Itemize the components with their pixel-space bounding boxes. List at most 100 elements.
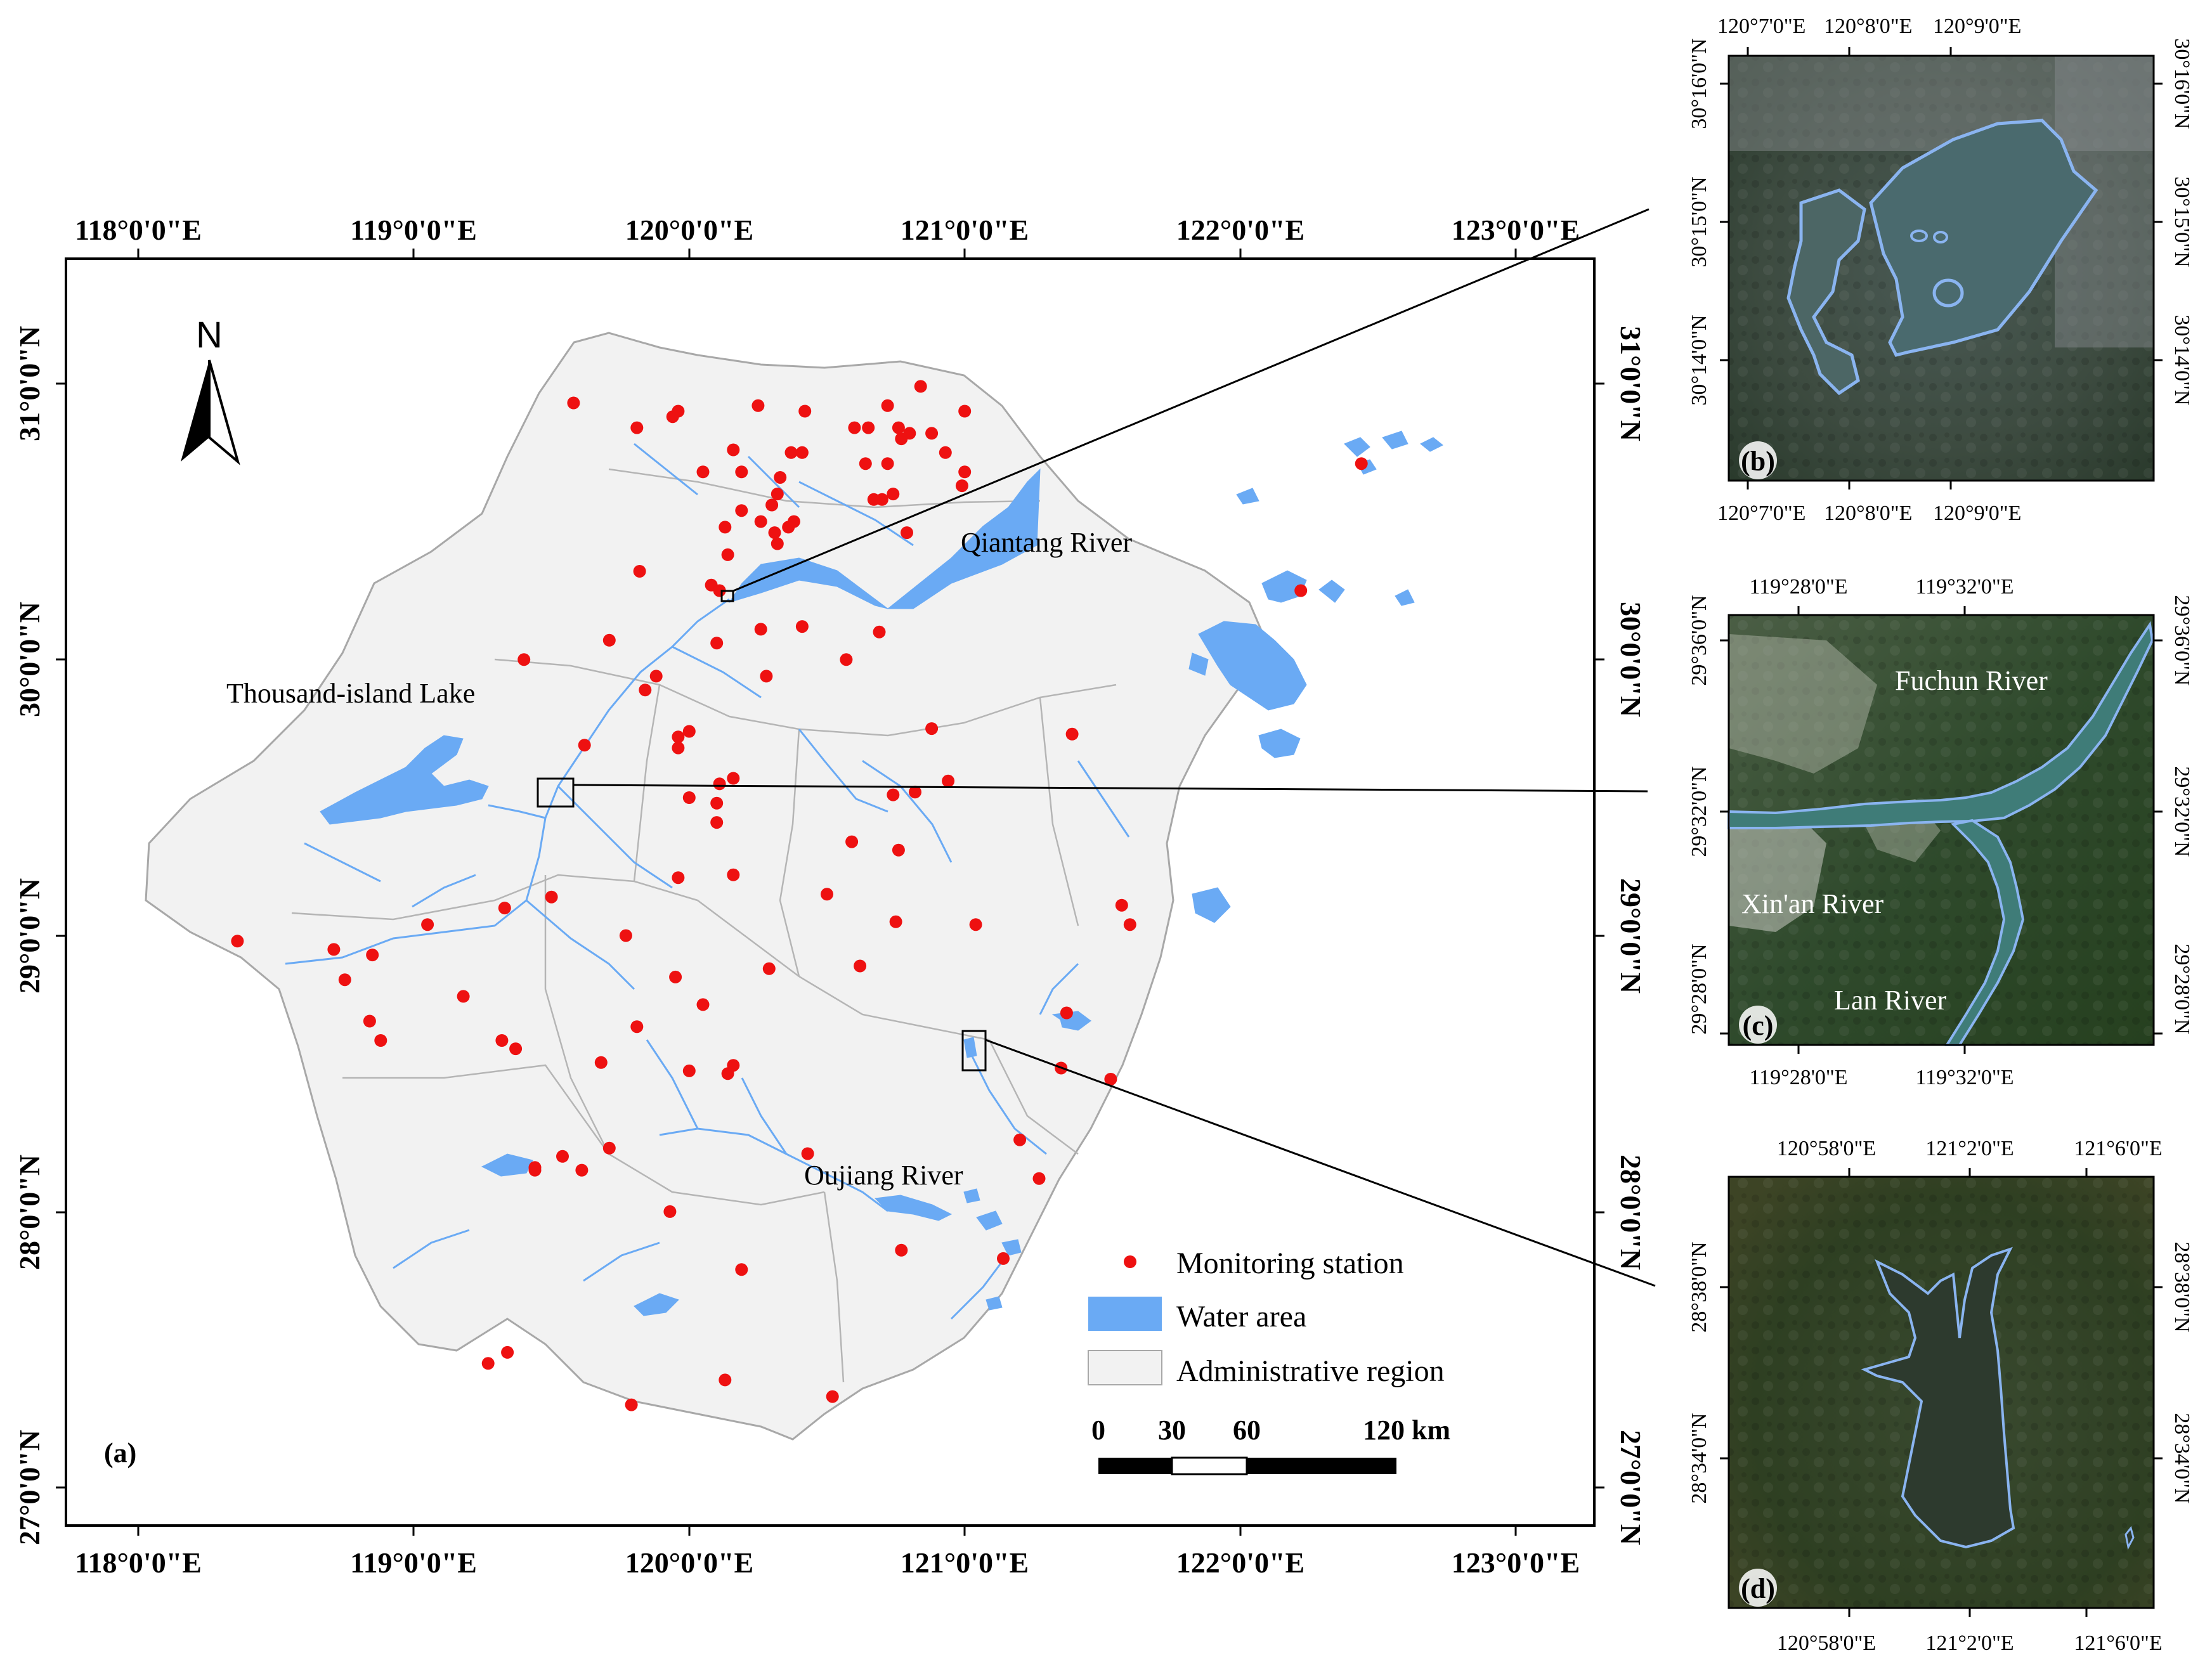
panel-tag-b: (b) — [1741, 446, 1775, 477]
panel-tag-d: (d) — [1741, 1573, 1775, 1604]
monitoring-station-marker — [682, 725, 696, 738]
inset-b-y-left: 30°14'0"N — [1688, 314, 1711, 405]
monitoring-station-marker — [721, 1067, 734, 1080]
monitoring-station-marker — [1065, 727, 1079, 741]
inset-d-y-left: 28°38'0"N — [1688, 1241, 1711, 1332]
monitoring-station-marker — [421, 918, 434, 931]
monitoring-station-marker — [1355, 457, 1368, 470]
inset-d-x-top: 121°6'0"E — [2074, 1137, 2162, 1160]
label-xinan-river: Xin'an River — [1741, 888, 1884, 919]
monitoring-station-marker — [784, 446, 798, 459]
box-west-lake — [720, 590, 734, 602]
label-oujiang-river: Oujiang River — [804, 1160, 963, 1191]
monitoring-station-marker — [578, 739, 591, 752]
x-tick-bottom: 122°0'0"E — [1176, 1546, 1304, 1579]
monitoring-station-marker — [363, 1014, 376, 1028]
inset-d-x-top: 121°2'0"E — [1925, 1137, 2014, 1160]
monitoring-station-marker — [795, 446, 809, 459]
monitoring-station-marker — [713, 584, 726, 597]
x-tick-top: 119°0'0"E — [350, 214, 477, 246]
inset-b: 120°7'0"E 120°8'0"E 120°9'0"E 120°7'0"E … — [1688, 15, 2194, 525]
legend-station-label: Monitoring station — [1176, 1247, 1404, 1280]
monitoring-station-marker — [889, 915, 902, 928]
monitoring-station-marker — [867, 493, 880, 506]
monitoring-station-marker — [327, 943, 341, 956]
y-tick-right: 27°0'0"N — [1615, 1430, 1647, 1545]
monitoring-station-marker — [735, 465, 748, 479]
monitoring-station-marker — [762, 962, 776, 975]
inset-d-y-left: 28°34'0"N — [1688, 1413, 1711, 1503]
monitoring-station-marker — [672, 871, 685, 885]
monitoring-station-marker — [925, 427, 939, 440]
monitoring-station-marker — [696, 465, 710, 479]
monitoring-station-marker — [1060, 1006, 1073, 1020]
inset-c-y-left: 29°32'0"N — [1688, 766, 1711, 857]
monitoring-station-marker — [501, 1345, 514, 1359]
inset-d-x-top: 120°58'0"E — [1777, 1137, 1876, 1160]
box-reservoir — [961, 1030, 987, 1072]
inset-b-x-top: 120°9'0"E — [1933, 15, 2021, 38]
west-lake-outline — [1869, 119, 2098, 357]
monitoring-station-marker — [754, 515, 767, 528]
label-lan-river: Lan River — [1834, 985, 1947, 1016]
monitoring-station-marker — [768, 526, 781, 540]
inset-b-y-left: 30°15'0"N — [1688, 176, 1711, 267]
monitoring-station-marker — [719, 521, 732, 534]
monitoring-station-marker — [892, 843, 905, 857]
monitoring-station-marker — [840, 653, 853, 666]
monitoring-station-marker — [575, 1163, 589, 1177]
main-x-labels-top: 118°0'0"E 119°0'0"E 120°0'0"E 121°0'0"E … — [75, 214, 1580, 246]
x-tick-bottom: 118°0'0"E — [75, 1546, 202, 1579]
inset-d-x-bottom: 120°58'0"E — [1777, 1631, 1876, 1655]
main-x-labels-bottom: 118°0'0"E 119°0'0"E 120°0'0"E 121°0'0"E … — [75, 1546, 1580, 1579]
legend-admin-swatch — [1088, 1350, 1162, 1385]
monitoring-station-marker — [955, 479, 968, 493]
qiantang-estuary — [887, 468, 1041, 609]
monitoring-station-marker — [1123, 918, 1136, 931]
main-y-labels-right: 31°0'0"N 30°0'0"N 29°0'0"N 28°0'0"N 27°0… — [1615, 326, 1647, 1545]
x-tick-top: 118°0'0"E — [75, 214, 202, 246]
inset-c-y-left: 29°36'0"N — [1688, 595, 1711, 685]
x-tick-bottom: 123°0'0"E — [1452, 1546, 1580, 1579]
monitoring-station-marker — [374, 1034, 387, 1047]
inset-d-y-right: 28°38'0"N — [2170, 1241, 2194, 1332]
reservoir-outline — [1861, 1247, 2015, 1549]
monitoring-station-marker — [710, 637, 724, 650]
monitoring-station-marker — [1032, 1172, 1046, 1185]
inset-b-y-right: 30°16'0"N — [2170, 38, 2194, 129]
monitoring-station-marker — [682, 1064, 696, 1077]
inset-b-y-left: 30°16'0"N — [1688, 38, 1711, 129]
y-tick-left: 29°0'0"N — [13, 878, 46, 994]
scale-label-60: 60 — [1233, 1415, 1261, 1446]
panel-tag-c: (c) — [1743, 1010, 1774, 1041]
y-tick-right: 30°0'0"N — [1615, 602, 1647, 717]
monitoring-station-marker — [509, 1042, 523, 1056]
x-tick-top: 123°0'0"E — [1452, 214, 1580, 246]
monitoring-station-marker — [669, 970, 682, 983]
thousand-island-lake — [320, 735, 489, 825]
inset-c-y-right: 29°32'0"N — [2170, 766, 2194, 857]
monitoring-station-marker — [672, 741, 685, 755]
monitoring-station-marker — [735, 1263, 748, 1276]
scale-label-30: 30 — [1158, 1415, 1186, 1446]
x-tick-bottom: 119°0'0"E — [350, 1546, 477, 1579]
y-tick-left: 30°0'0"N — [13, 602, 46, 717]
scale-label-120: 120 km — [1363, 1415, 1450, 1446]
monitoring-station-marker — [901, 526, 913, 540]
monitoring-station-marker — [602, 1141, 616, 1155]
monitoring-station-marker — [760, 670, 773, 683]
monitoring-station-marker — [958, 405, 972, 418]
label-qiantang-river: Qiantang River — [961, 527, 1132, 558]
monitoring-station-marker — [625, 1398, 638, 1411]
monitoring-station-marker — [765, 498, 779, 512]
monitoring-station-marker — [795, 620, 809, 633]
monitoring-station-marker — [881, 399, 894, 412]
monitoring-station-marker — [495, 1034, 509, 1047]
monitoring-station-marker — [727, 443, 740, 457]
monitoring-station-marker — [997, 1252, 1010, 1265]
y-tick-right: 29°0'0"N — [1615, 878, 1647, 994]
inset-c-y-right: 29°36'0"N — [2170, 595, 2194, 685]
monitoring-station-marker — [696, 998, 710, 1011]
monitoring-station-marker — [672, 730, 685, 744]
